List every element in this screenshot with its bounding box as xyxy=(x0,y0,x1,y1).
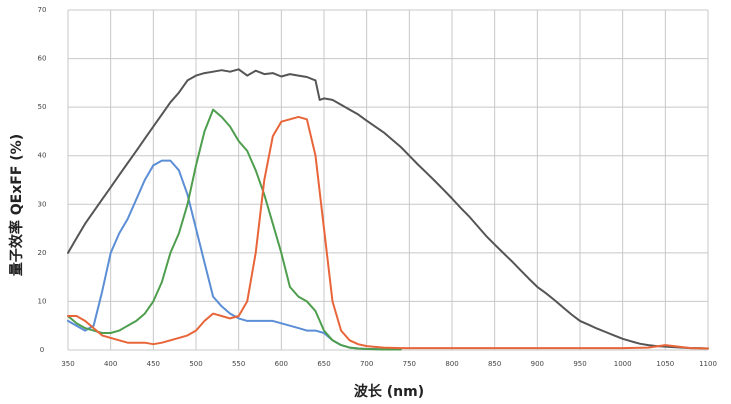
y-tick-label: 20 xyxy=(38,249,47,257)
x-tick-label: 1000 xyxy=(614,360,632,368)
x-tick-label: 550 xyxy=(232,360,245,368)
y-tick-label: 10 xyxy=(38,297,47,305)
tick-labels: 350 400 450 500 550 600 650 700 750 800 850 900 950 1… xyxy=(38,6,717,368)
y-tick-label: 30 xyxy=(38,200,47,208)
series-line-2 xyxy=(67,159,402,351)
x-tick-label: 800 xyxy=(445,360,458,368)
x-tick-label: 650 xyxy=(317,360,330,368)
series-line-4 xyxy=(67,115,709,350)
x-tick-label: 1100 xyxy=(699,360,717,368)
x-tick-label: 900 xyxy=(531,360,544,368)
x-tick-label: 600 xyxy=(275,360,288,368)
x-tick-label: 400 xyxy=(104,360,117,368)
series-lines xyxy=(67,68,709,351)
y-tick-label: 60 xyxy=(38,55,47,63)
x-tick-label: 350 xyxy=(61,360,74,368)
x-tick-label: 1050 xyxy=(656,360,674,368)
x-tick-label: 950 xyxy=(573,360,586,368)
y-tick-label: 0 xyxy=(40,346,44,354)
series-line-1 xyxy=(67,68,709,350)
y-tick-label: 70 xyxy=(38,6,47,14)
x-tick-label: 500 xyxy=(189,360,202,368)
grid xyxy=(67,9,709,351)
y-tick-label: 50 xyxy=(38,103,47,111)
x-tick-label: 750 xyxy=(403,360,416,368)
y-axis-title: 量子效率 QExFF (%) xyxy=(8,134,25,276)
x-axis-title: 波长 (nm) xyxy=(354,383,424,400)
x-tick-label: 450 xyxy=(147,360,160,368)
series-line-3 xyxy=(67,108,402,351)
x-tick-label: 850 xyxy=(488,360,501,368)
x-tick-label: 700 xyxy=(360,360,373,368)
y-tick-label: 40 xyxy=(38,152,47,160)
